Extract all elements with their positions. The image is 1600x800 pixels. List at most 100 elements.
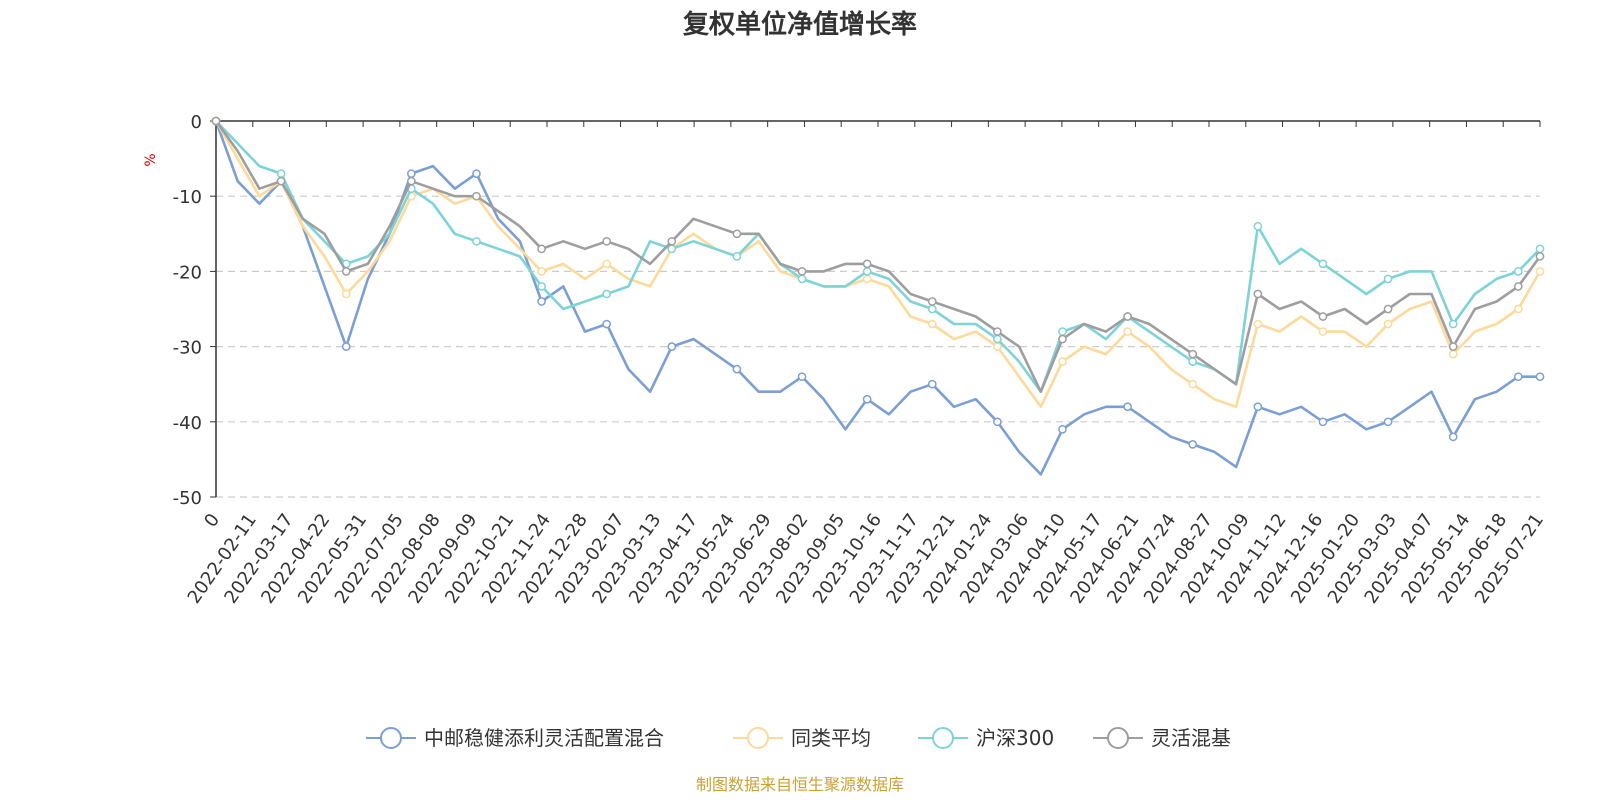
- data-point: [211, 116, 221, 126]
- legend-swatch-marker: [932, 727, 954, 749]
- legend-swatch-marker: [747, 727, 769, 749]
- legend-label: 灵活混基: [1151, 726, 1231, 750]
- data-point: [1058, 334, 1067, 344]
- y-axis: 0 -10 -20 -30 -40 -50: [173, 112, 217, 509]
- data-point: [862, 259, 872, 269]
- y-axis-unit: %: [143, 153, 159, 166]
- data-point: [1383, 417, 1393, 427]
- data-point: [1318, 259, 1328, 269]
- data-point: [927, 319, 937, 329]
- data-point: [862, 274, 872, 284]
- legend-item[interactable]: 沪深300: [918, 726, 1054, 750]
- data-point: [1123, 312, 1132, 321]
- data-point: [276, 169, 286, 178]
- data-point: [537, 282, 546, 291]
- data-point: [862, 394, 872, 404]
- y-tick-label: -10: [173, 187, 202, 208]
- data-point: [1188, 379, 1198, 389]
- data-point: [602, 259, 612, 269]
- data-point: [341, 289, 351, 299]
- data-point: [993, 334, 1002, 344]
- data-point: [341, 267, 351, 276]
- data-point: [1188, 349, 1198, 359]
- data-point: [1318, 312, 1328, 321]
- legend-swatch-marker: [380, 727, 402, 749]
- data-point: [341, 342, 351, 351]
- data-point: [1513, 267, 1523, 276]
- data-point: [927, 379, 937, 389]
- data-point: [537, 267, 546, 276]
- data-point: [1253, 319, 1263, 329]
- data-point: [1253, 221, 1263, 231]
- series-line: [215, 120, 1541, 394]
- chart-title: 复权单位净值增长率: [683, 9, 917, 40]
- data-point: [667, 244, 677, 254]
- data-point: [1188, 357, 1198, 366]
- data-point: [602, 319, 612, 329]
- y-tick-label: -50: [173, 488, 202, 509]
- data-point: [1448, 349, 1458, 359]
- series-line: [214, 120, 1542, 409]
- data-point: [1383, 304, 1393, 314]
- data-point: [797, 274, 807, 284]
- x-tick-label: 0: [200, 510, 224, 531]
- y-tick-label: -20: [173, 262, 202, 283]
- data-point: [1448, 319, 1458, 329]
- data-point: [1318, 417, 1328, 427]
- series-line: [214, 120, 1540, 476]
- data-point: [1383, 319, 1393, 329]
- data-point: [472, 236, 481, 246]
- data-point: [1383, 274, 1393, 284]
- data-point: [1058, 424, 1067, 434]
- data-point: [1535, 267, 1545, 276]
- data-point: [927, 297, 937, 306]
- x-axis: 02022-02-112022-03-172022-04-222022-05-3…: [184, 120, 1548, 608]
- legend-item[interactable]: 灵活混基: [1093, 726, 1231, 750]
- data-point: [667, 236, 677, 246]
- data-point: [993, 327, 1002, 336]
- data-point: [406, 176, 416, 186]
- legend-label: 同类平均: [791, 726, 871, 750]
- data-point: [602, 236, 612, 246]
- series-lines: [211, 116, 1545, 476]
- legend-item[interactable]: 中邮稳健添利灵活配置混合: [366, 726, 664, 750]
- data-point: [1318, 327, 1328, 336]
- data-point: [537, 244, 546, 254]
- series-line: [214, 120, 1542, 394]
- data-point: [797, 372, 807, 382]
- data-point: [1253, 402, 1263, 412]
- data-point: [406, 169, 416, 178]
- data-point: [1448, 432, 1458, 442]
- data-point: [472, 191, 481, 201]
- data-point: [1188, 440, 1198, 449]
- data-point: [667, 342, 677, 351]
- legend-swatch-marker: [1107, 727, 1129, 749]
- grid-lines: [216, 195, 1540, 498]
- data-point: [1058, 327, 1067, 336]
- y-tick-label: -40: [173, 413, 202, 434]
- data-point: [993, 342, 1002, 351]
- y-tick-label: -30: [173, 338, 202, 359]
- legend-label: 中邮稳健添利灵活配置混合: [424, 726, 664, 750]
- data-point: [1535, 252, 1545, 261]
- data-point: [537, 297, 546, 306]
- data-point: [472, 169, 481, 178]
- data-point: [732, 364, 742, 374]
- legend[interactable]: 中邮稳健添利灵活配置混合 同类平均 沪深300 灵活混基: [366, 726, 1231, 750]
- data-point: [276, 176, 286, 186]
- data-point: [1513, 304, 1523, 314]
- data-point: [602, 289, 612, 299]
- data-point: [1123, 402, 1132, 412]
- data-point: [797, 267, 807, 276]
- data-point: [1448, 342, 1458, 351]
- data-point: [1513, 372, 1523, 382]
- data-point: [1058, 357, 1067, 366]
- data-point: [732, 252, 742, 261]
- data-point: [732, 229, 742, 239]
- legend-item[interactable]: 同类平均: [733, 726, 871, 750]
- data-point: [993, 417, 1002, 427]
- data-point: [1535, 372, 1545, 382]
- data-point: [1535, 244, 1545, 254]
- y-tick-label: 0: [191, 112, 202, 133]
